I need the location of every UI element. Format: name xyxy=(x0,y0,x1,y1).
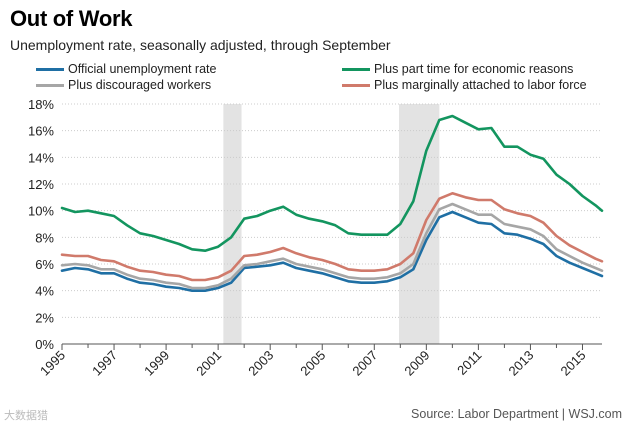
legend-item-discouraged: Plus discouraged workers xyxy=(36,78,211,92)
x-tick-label: 2015 xyxy=(558,348,589,379)
legend-label-part-time: Plus part time for economic reasons xyxy=(374,62,574,76)
x-tick-label: 2013 xyxy=(505,348,536,379)
watermark: 大数据猎 xyxy=(4,409,48,422)
y-tick-label: 0% xyxy=(35,337,54,352)
x-tick-label: 2007 xyxy=(349,348,380,379)
x-tick-label: 2011 xyxy=(454,348,484,378)
legend-label-discouraged: Plus discouraged workers xyxy=(68,78,212,92)
series-line-part_time xyxy=(60,114,604,252)
y-tick-label: 6% xyxy=(35,257,54,272)
x-tick-label: 2001 xyxy=(193,348,224,379)
legend-item-marginal: Plus marginally attached to labor force xyxy=(342,78,587,92)
legend-label-marginal: Plus marginally attached to labor force xyxy=(374,78,587,92)
legend-item-official: Official unemployment rate xyxy=(36,62,216,76)
y-tick-label: 4% xyxy=(35,284,54,299)
y-tick-label: 8% xyxy=(35,230,54,245)
series-line-marginal xyxy=(60,192,604,282)
series-line-official xyxy=(60,210,604,293)
source-note: Source: Labor Department | WSJ.com xyxy=(411,407,622,421)
chart-title: Out of Work xyxy=(10,6,133,31)
legend-label-official: Official unemployment rate xyxy=(68,62,217,76)
legend-swatch-official xyxy=(36,67,64,71)
legend-item-part-time: Plus part time for economic reasons xyxy=(342,62,573,76)
legend-swatch-part-time xyxy=(342,67,370,71)
x-tick-label: 2009 xyxy=(401,348,432,379)
chart-subtitle: Unemployment rate, seasonally adjusted, … xyxy=(10,37,391,53)
recession-band-0 xyxy=(223,104,242,344)
x-tick-label: 1995 xyxy=(37,348,68,379)
x-tick-label: 1997 xyxy=(89,348,120,379)
x-tick-label: 2003 xyxy=(245,348,276,379)
recession-band-1 xyxy=(399,104,440,344)
legend-swatch-discouraged xyxy=(36,83,64,87)
y-tick-label: 18% xyxy=(28,97,54,112)
y-tick-label: 16% xyxy=(28,124,54,139)
series-line-discouraged xyxy=(60,202,604,290)
y-tick-label: 12% xyxy=(28,177,54,192)
legend-swatch-marginal xyxy=(342,83,370,87)
x-tick-label: 2005 xyxy=(297,348,328,379)
y-tick-label: 10% xyxy=(28,204,54,219)
x-tick-label: 1999 xyxy=(141,348,172,379)
y-tick-label: 2% xyxy=(35,310,54,325)
y-tick-label: 14% xyxy=(28,150,54,165)
